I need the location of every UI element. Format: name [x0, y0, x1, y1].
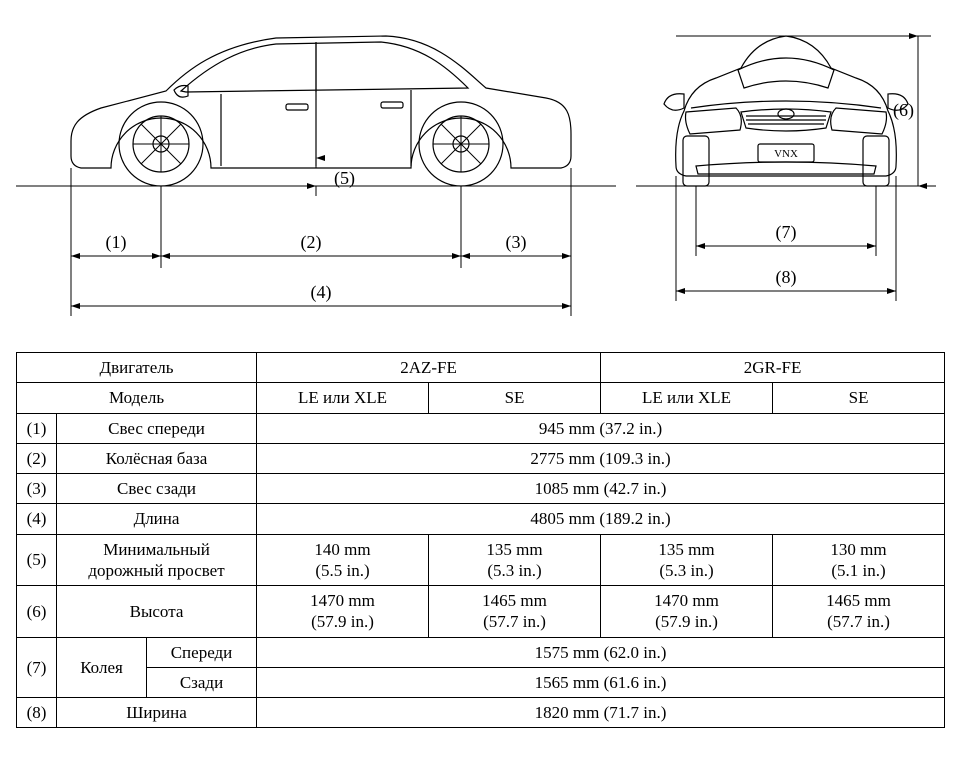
row-num: (6) — [17, 586, 57, 638]
row-num: (7) — [17, 637, 57, 698]
dim-label-3: (3) — [506, 232, 527, 253]
model-col: LE или XLE — [601, 383, 773, 413]
row-num: (5) — [17, 534, 57, 586]
model-col: SE — [429, 383, 601, 413]
table-row: (6) Высота 1470 mm (57.9 in.) 1465 mm (5… — [17, 586, 945, 638]
dim-label-4: (4) — [311, 282, 332, 303]
row-value: 2775 mm (109.3 in.) — [257, 443, 945, 473]
row-label: Ширина — [57, 698, 257, 728]
row-value: 1565 mm (61.6 in.) — [257, 667, 945, 697]
row-label: Свес спереди — [57, 413, 257, 443]
table-row: (3) Свес сзади 1085 mm (42.7 in.) — [17, 474, 945, 504]
header-model: Модель — [17, 383, 257, 413]
table-row: (8) Ширина 1820 mm (71.7 in.) — [17, 698, 945, 728]
dim-label-8: (8) — [776, 267, 797, 288]
table-row: (5) Минимальный дорожный просвет 140 mm … — [17, 534, 945, 586]
side-wheel-front — [119, 102, 203, 186]
row-value: 135 mm (5.3 in.) — [601, 534, 773, 586]
header-eng1: 2AZ-FE — [257, 353, 601, 383]
row-value: 1085 mm (42.7 in.) — [257, 474, 945, 504]
dim-label-2: (2) — [301, 232, 322, 253]
license-plate-text: VNX — [774, 148, 798, 160]
header-engine: Двигатель — [17, 353, 257, 383]
row-value: 4805 mm (189.2 in.) — [257, 504, 945, 534]
row-value: 1820 mm (71.7 in.) — [257, 698, 945, 728]
row-value: 135 mm (5.3 in.) — [429, 534, 601, 586]
row-num: (2) — [17, 443, 57, 473]
row-label: Длина — [57, 504, 257, 534]
front-view: VNX (7) (8) (6) — [636, 16, 936, 336]
row-label: Высота — [57, 586, 257, 638]
table-row: (7) Колея Спереди 1575 mm (62.0 in.) — [17, 637, 945, 667]
dim-label-5: (5) — [334, 168, 355, 189]
row-value: 1470 mm (57.9 in.) — [601, 586, 773, 638]
row-sublabel: Спереди — [147, 637, 257, 667]
row-value: 1470 mm (57.9 in.) — [257, 586, 429, 638]
row-label: Колёсная база — [57, 443, 257, 473]
row-value: 130 mm (5.1 in.) — [773, 534, 945, 586]
row-label: Колея — [57, 637, 147, 698]
row-sublabel: Сзади — [147, 667, 257, 697]
header-eng2: 2GR-FE — [601, 353, 945, 383]
table-row: Двигатель 2AZ-FE 2GR-FE — [17, 353, 945, 383]
row-num: (8) — [17, 698, 57, 728]
row-value: 1465 mm (57.7 in.) — [429, 586, 601, 638]
dim-label-1: (1) — [106, 232, 127, 253]
row-num: (1) — [17, 413, 57, 443]
dim-label-7: (7) — [776, 222, 797, 243]
dim-label-6: (6) — [893, 100, 914, 121]
car-body-side — [71, 36, 571, 168]
table-row: (2) Колёсная база 2775 mm (109.3 in.) — [17, 443, 945, 473]
table-row: Сзади 1565 mm (61.6 in.) — [17, 667, 945, 697]
row-value: 1465 mm (57.7 in.) — [773, 586, 945, 638]
model-col: SE — [773, 383, 945, 413]
row-value: 140 mm (5.5 in.) — [257, 534, 429, 586]
row-num: (4) — [17, 504, 57, 534]
row-num: (3) — [17, 474, 57, 504]
table-row: (4) Длина 4805 mm (189.2 in.) — [17, 504, 945, 534]
spec-table: Двигатель 2AZ-FE 2GR-FE Модель LE или XL… — [16, 352, 945, 728]
table-row: (1) Свес спереди 945 mm (37.2 in.) — [17, 413, 945, 443]
side-view: (1) (2) (3) (4) (5) — [16, 16, 616, 336]
model-col: LE или XLE — [257, 383, 429, 413]
side-wheel-rear — [419, 102, 503, 186]
table-row: Модель LE или XLE SE LE или XLE SE — [17, 383, 945, 413]
row-label: Минимальный дорожный просвет — [57, 534, 257, 586]
row-label: Свес сзади — [57, 474, 257, 504]
dimension-diagram: (1) (2) (3) (4) (5) — [16, 16, 944, 336]
row-value: 1575 mm (62.0 in.) — [257, 637, 945, 667]
row-value: 945 mm (37.2 in.) — [257, 413, 945, 443]
